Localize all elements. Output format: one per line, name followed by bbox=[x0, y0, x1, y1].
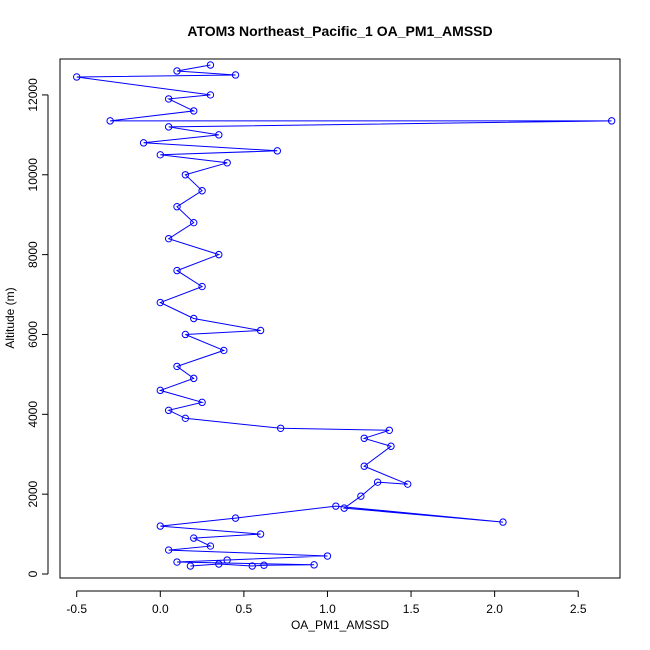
data-point bbox=[156, 522, 164, 530]
data-point bbox=[499, 518, 507, 526]
data-point bbox=[206, 542, 215, 550]
data-point bbox=[156, 298, 164, 307]
data-point bbox=[215, 250, 223, 259]
data-point bbox=[173, 203, 181, 211]
data-point bbox=[164, 234, 173, 243]
y-axis: 0 2000 4000 6000 8000 10000 12000 bbox=[26, 78, 49, 577]
data-point bbox=[181, 330, 190, 339]
data-point bbox=[231, 71, 240, 79]
data-point bbox=[215, 131, 223, 139]
x-tick-label: 1.0 bbox=[319, 602, 336, 616]
x-tick-label: 1.5 bbox=[403, 602, 420, 616]
data-point bbox=[206, 91, 215, 99]
data-point bbox=[73, 73, 81, 81]
data-point bbox=[139, 139, 148, 147]
data-point bbox=[387, 442, 395, 450]
data-point bbox=[323, 552, 332, 560]
data-point bbox=[223, 159, 231, 167]
data-point bbox=[276, 424, 285, 432]
x-axis: -0.5 0.0 0.5 1.0 1.5 2.0 2.5 bbox=[66, 590, 587, 616]
series-line bbox=[76, 64, 612, 567]
data-point bbox=[164, 546, 173, 554]
data-point bbox=[173, 67, 181, 75]
y-tick-label: 10000 bbox=[26, 158, 40, 192]
x-tick-label: -0.5 bbox=[66, 602, 87, 616]
data-point bbox=[223, 556, 231, 564]
data-point bbox=[248, 562, 256, 570]
x-axis-label: OA_PM1_AMSSD bbox=[291, 618, 389, 632]
x-tick-label: 2.5 bbox=[570, 602, 587, 616]
data-point bbox=[173, 266, 181, 275]
x-tick-label: 2.0 bbox=[486, 602, 503, 616]
data-point bbox=[360, 462, 368, 470]
data-point bbox=[164, 123, 173, 131]
chart-title: ATOM3 Northeast_Pacific_1 OA_PM1_AMSSD bbox=[187, 23, 492, 39]
data-point bbox=[231, 514, 240, 522]
data-point bbox=[256, 326, 265, 335]
data-point bbox=[106, 117, 114, 125]
data-point bbox=[340, 504, 348, 512]
y-tick-label: 12000 bbox=[26, 78, 40, 112]
data-point bbox=[173, 558, 181, 566]
series-points bbox=[73, 61, 616, 570]
data-point bbox=[190, 218, 198, 227]
y-tick-label: 4000 bbox=[26, 401, 40, 428]
data-point bbox=[164, 406, 173, 415]
y-tick-label: 6000 bbox=[26, 321, 40, 348]
data-point bbox=[198, 282, 206, 291]
data-point bbox=[215, 560, 223, 568]
data-point bbox=[156, 386, 164, 395]
data-point bbox=[273, 147, 282, 155]
data-point bbox=[332, 502, 340, 510]
y-tick-label: 8000 bbox=[26, 241, 40, 268]
data-point bbox=[404, 480, 412, 488]
y-tick-label: 0 bbox=[26, 570, 40, 577]
data-point bbox=[190, 534, 198, 542]
y-axis-label: Altitude (m) bbox=[3, 287, 17, 348]
data-point bbox=[206, 61, 215, 69]
data-point bbox=[198, 398, 206, 407]
data-point bbox=[156, 151, 164, 159]
data-point bbox=[220, 346, 228, 355]
data-point bbox=[190, 374, 198, 383]
data-point bbox=[181, 414, 190, 423]
series-polyline bbox=[76, 64, 612, 567]
data-point bbox=[173, 362, 181, 371]
data-point bbox=[181, 171, 190, 179]
data-point bbox=[190, 314, 198, 323]
y-tick-label: 2000 bbox=[26, 480, 40, 507]
data-point bbox=[360, 434, 368, 442]
data-point bbox=[310, 561, 318, 569]
data-point bbox=[186, 562, 195, 570]
data-point bbox=[385, 426, 394, 434]
data-point bbox=[256, 530, 265, 538]
data-point bbox=[357, 492, 365, 500]
x-tick-label: 0.0 bbox=[152, 602, 169, 616]
x-tick-label: 0.5 bbox=[236, 602, 253, 616]
data-point bbox=[260, 561, 268, 569]
data-point bbox=[607, 117, 616, 125]
data-point bbox=[164, 95, 173, 103]
data-point bbox=[198, 187, 206, 195]
data-point bbox=[373, 478, 382, 486]
plot-frame bbox=[59, 58, 621, 579]
data-point bbox=[190, 107, 198, 115]
